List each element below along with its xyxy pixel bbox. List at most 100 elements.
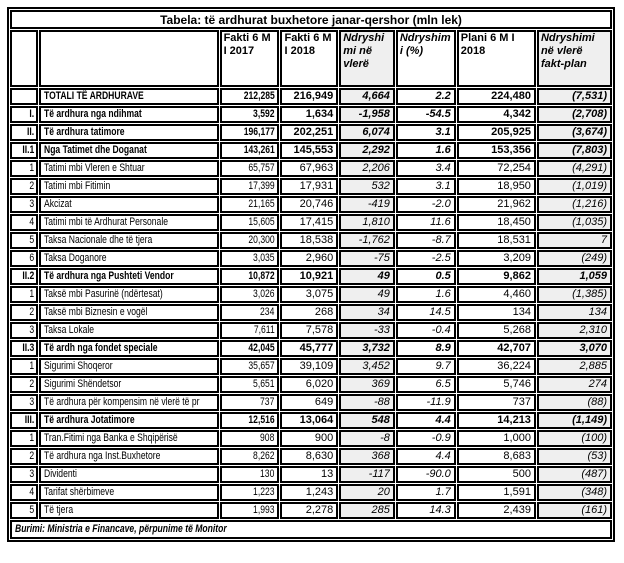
row-number: III. xyxy=(10,412,38,429)
cell-fakti-2018: 216,949 xyxy=(280,88,339,105)
table-row: 2 Të ardhura nga Inst.Buxhetore 8,262 8,… xyxy=(10,448,612,465)
cell-fakti-2017-text: 8,262 xyxy=(252,450,275,462)
row-number: 1 xyxy=(10,160,38,177)
cell-fakti-2017: 212,285 xyxy=(219,88,280,105)
row-number-text: 5 xyxy=(29,234,34,246)
row-label-text: Tran.Fitimi nga Banka e Shqipërisë xyxy=(43,432,178,444)
row-label: TOTALI TË ARDHURAVE xyxy=(38,88,219,105)
row-label: Të ardhura tatimore xyxy=(38,124,219,141)
cell-ndryshimi-fakt-plan: (88) xyxy=(536,394,612,411)
row-label-text: Taksa Lokale xyxy=(43,324,94,336)
cell-fakti-2018: 10,921 xyxy=(280,268,339,285)
cell-fakti-2017: 8,262 xyxy=(219,448,280,465)
cell-plani-2018: 1,591 xyxy=(456,484,536,501)
header-plani-2018: Plani 6 M I 2018 xyxy=(456,30,536,87)
cell-ndryshimi-pct: 6.5 xyxy=(395,376,456,393)
cell-fakti-2018: 2,960 xyxy=(280,250,339,267)
cell-ndryshimi-vlere: 49 xyxy=(339,268,395,285)
cell-fakti-2017-text: 3,026 xyxy=(252,288,275,300)
row-label-text: Të ardhura Jotatimore xyxy=(43,414,135,426)
row-number: I. xyxy=(10,106,38,123)
cell-fakti-2017-text: 65,757 xyxy=(248,162,275,174)
cell-ndryshimi-vlere: -1,958 xyxy=(339,106,395,123)
cell-ndryshimi-fakt-plan: (487) xyxy=(536,466,612,483)
cell-ndryshimi-pct: 2.2 xyxy=(395,88,456,105)
cell-ndryshimi-vlere: 285 xyxy=(339,502,395,519)
cell-ndryshimi-pct: 9.7 xyxy=(395,358,456,375)
cell-ndryshimi-fakt-plan: 1,059 xyxy=(536,268,612,285)
cell-ndryshimi-fakt-plan: (4,291) xyxy=(536,160,612,177)
cell-ndryshimi-fakt-plan: (348) xyxy=(536,484,612,501)
cell-plani-2018: 21,962 xyxy=(456,196,536,213)
cell-ndryshimi-vlere: 6,074 xyxy=(339,124,395,141)
cell-fakti-2017-text: 234 xyxy=(260,306,275,318)
row-label-text: TOTALI TË ARDHURAVE xyxy=(43,90,144,102)
row-label: Të ardhura për kompensim në vlerë të pr xyxy=(38,394,219,411)
cell-ndryshimi-pct: 8.9 xyxy=(395,340,456,357)
table-row: 1 Tatimi mbi Vleren e Shtuar 65,757 67,9… xyxy=(10,160,612,177)
row-number-text: 4 xyxy=(29,486,34,498)
cell-plani-2018: 36,224 xyxy=(456,358,536,375)
row-number-text: 5 xyxy=(29,504,34,516)
table-row: 1 Taksë mbi Pasurinë (ndërtesat) 3,026 3… xyxy=(10,286,612,303)
row-number-text: 3 xyxy=(29,324,34,336)
row-number-text: 3 xyxy=(29,468,34,480)
row-number: 4 xyxy=(10,214,38,231)
row-label-text: Sigurimi Shoqeror xyxy=(43,360,113,372)
cell-ndryshimi-fakt-plan: (1,149) xyxy=(536,412,612,429)
table-row: 1 Tran.Fitimi nga Banka e Shqipërisë 908… xyxy=(10,430,612,447)
table-row: 3 Akcizat 21,165 20,746 -419 -2.0 21,962… xyxy=(10,196,612,213)
row-label-text: Të ardhura nga ndihmat xyxy=(43,108,142,120)
cell-fakti-2017-text: 42,045 xyxy=(248,342,275,354)
header-ndryshimi-vlere: Ndryshimi në vlerë xyxy=(339,30,395,87)
row-number-text: 1 xyxy=(29,162,34,174)
cell-plani-2018: 134 xyxy=(456,304,536,321)
cell-ndryshimi-pct: 11.6 xyxy=(395,214,456,231)
cell-ndryshimi-vlere: 49 xyxy=(339,286,395,303)
row-label: Nga Tatimet dhe Doganat xyxy=(38,142,219,159)
cell-fakti-2017: 20,300 xyxy=(219,232,280,249)
row-number: 6 xyxy=(10,250,38,267)
cell-plani-2018: 5,746 xyxy=(456,376,536,393)
row-number-text: 1 xyxy=(29,360,34,372)
cell-ndryshimi-pct: 14.5 xyxy=(395,304,456,321)
cell-fakti-2017: 15,605 xyxy=(219,214,280,231)
cell-plani-2018: 1,000 xyxy=(456,430,536,447)
row-number: 4 xyxy=(10,484,38,501)
cell-ndryshimi-pct: 3.4 xyxy=(395,160,456,177)
cell-ndryshimi-fakt-plan: (100) xyxy=(536,430,612,447)
row-label-text: Të ardh nga fondet speciale xyxy=(43,342,158,354)
cell-ndryshimi-pct: -0.4 xyxy=(395,322,456,339)
cell-fakti-2018: 13 xyxy=(280,466,339,483)
row-label-text: Taksë mbi Pasurinë (ndërtesat) xyxy=(43,288,163,300)
header-row: Fakti 6 M I 2017 Fakti 6 M I 2018 Ndrysh… xyxy=(10,30,612,87)
cell-plani-2018: 2,439 xyxy=(456,502,536,519)
table-row: II. Të ardhura tatimore 196,177 202,251 … xyxy=(10,124,612,141)
cell-fakti-2017-text: 35,657 xyxy=(248,360,275,372)
row-number-text: 3 xyxy=(29,198,34,210)
row-number-text: 2 xyxy=(29,306,34,318)
cell-ndryshimi-vlere: -8 xyxy=(339,430,395,447)
cell-plani-2018: 500 xyxy=(456,466,536,483)
cell-ndryshimi-pct: 4.4 xyxy=(395,412,456,429)
cell-fakti-2018: 1,634 xyxy=(280,106,339,123)
row-label-text: Të tjera xyxy=(43,504,73,516)
table-row: 4 Tarifat shërbimeve 1,223 1,243 20 1.7 … xyxy=(10,484,612,501)
cell-ndryshimi-fakt-plan: 274 xyxy=(536,376,612,393)
row-label: Akcizat xyxy=(38,196,219,213)
row-label: Tatimi mbi të Ardhurat Personale xyxy=(38,214,219,231)
row-label: Taksë mbi Biznesin e vogël xyxy=(38,304,219,321)
row-number-text: III. xyxy=(24,414,34,426)
cell-ndryshimi-fakt-plan: (7,803) xyxy=(536,142,612,159)
row-number-text: II.2 xyxy=(21,270,34,282)
cell-ndryshimi-fakt-plan: (249) xyxy=(536,250,612,267)
row-number-text: II.1 xyxy=(21,144,34,156)
cell-fakti-2017-text: 17,399 xyxy=(248,180,275,192)
cell-ndryshimi-pct: 3.1 xyxy=(395,124,456,141)
cell-plani-2018: 9,862 xyxy=(456,268,536,285)
cell-fakti-2017-text: 130 xyxy=(260,468,275,480)
cell-ndryshimi-vlere: 4,664 xyxy=(339,88,395,105)
cell-fakti-2017: 65,757 xyxy=(219,160,280,177)
cell-fakti-2017: 3,026 xyxy=(219,286,280,303)
